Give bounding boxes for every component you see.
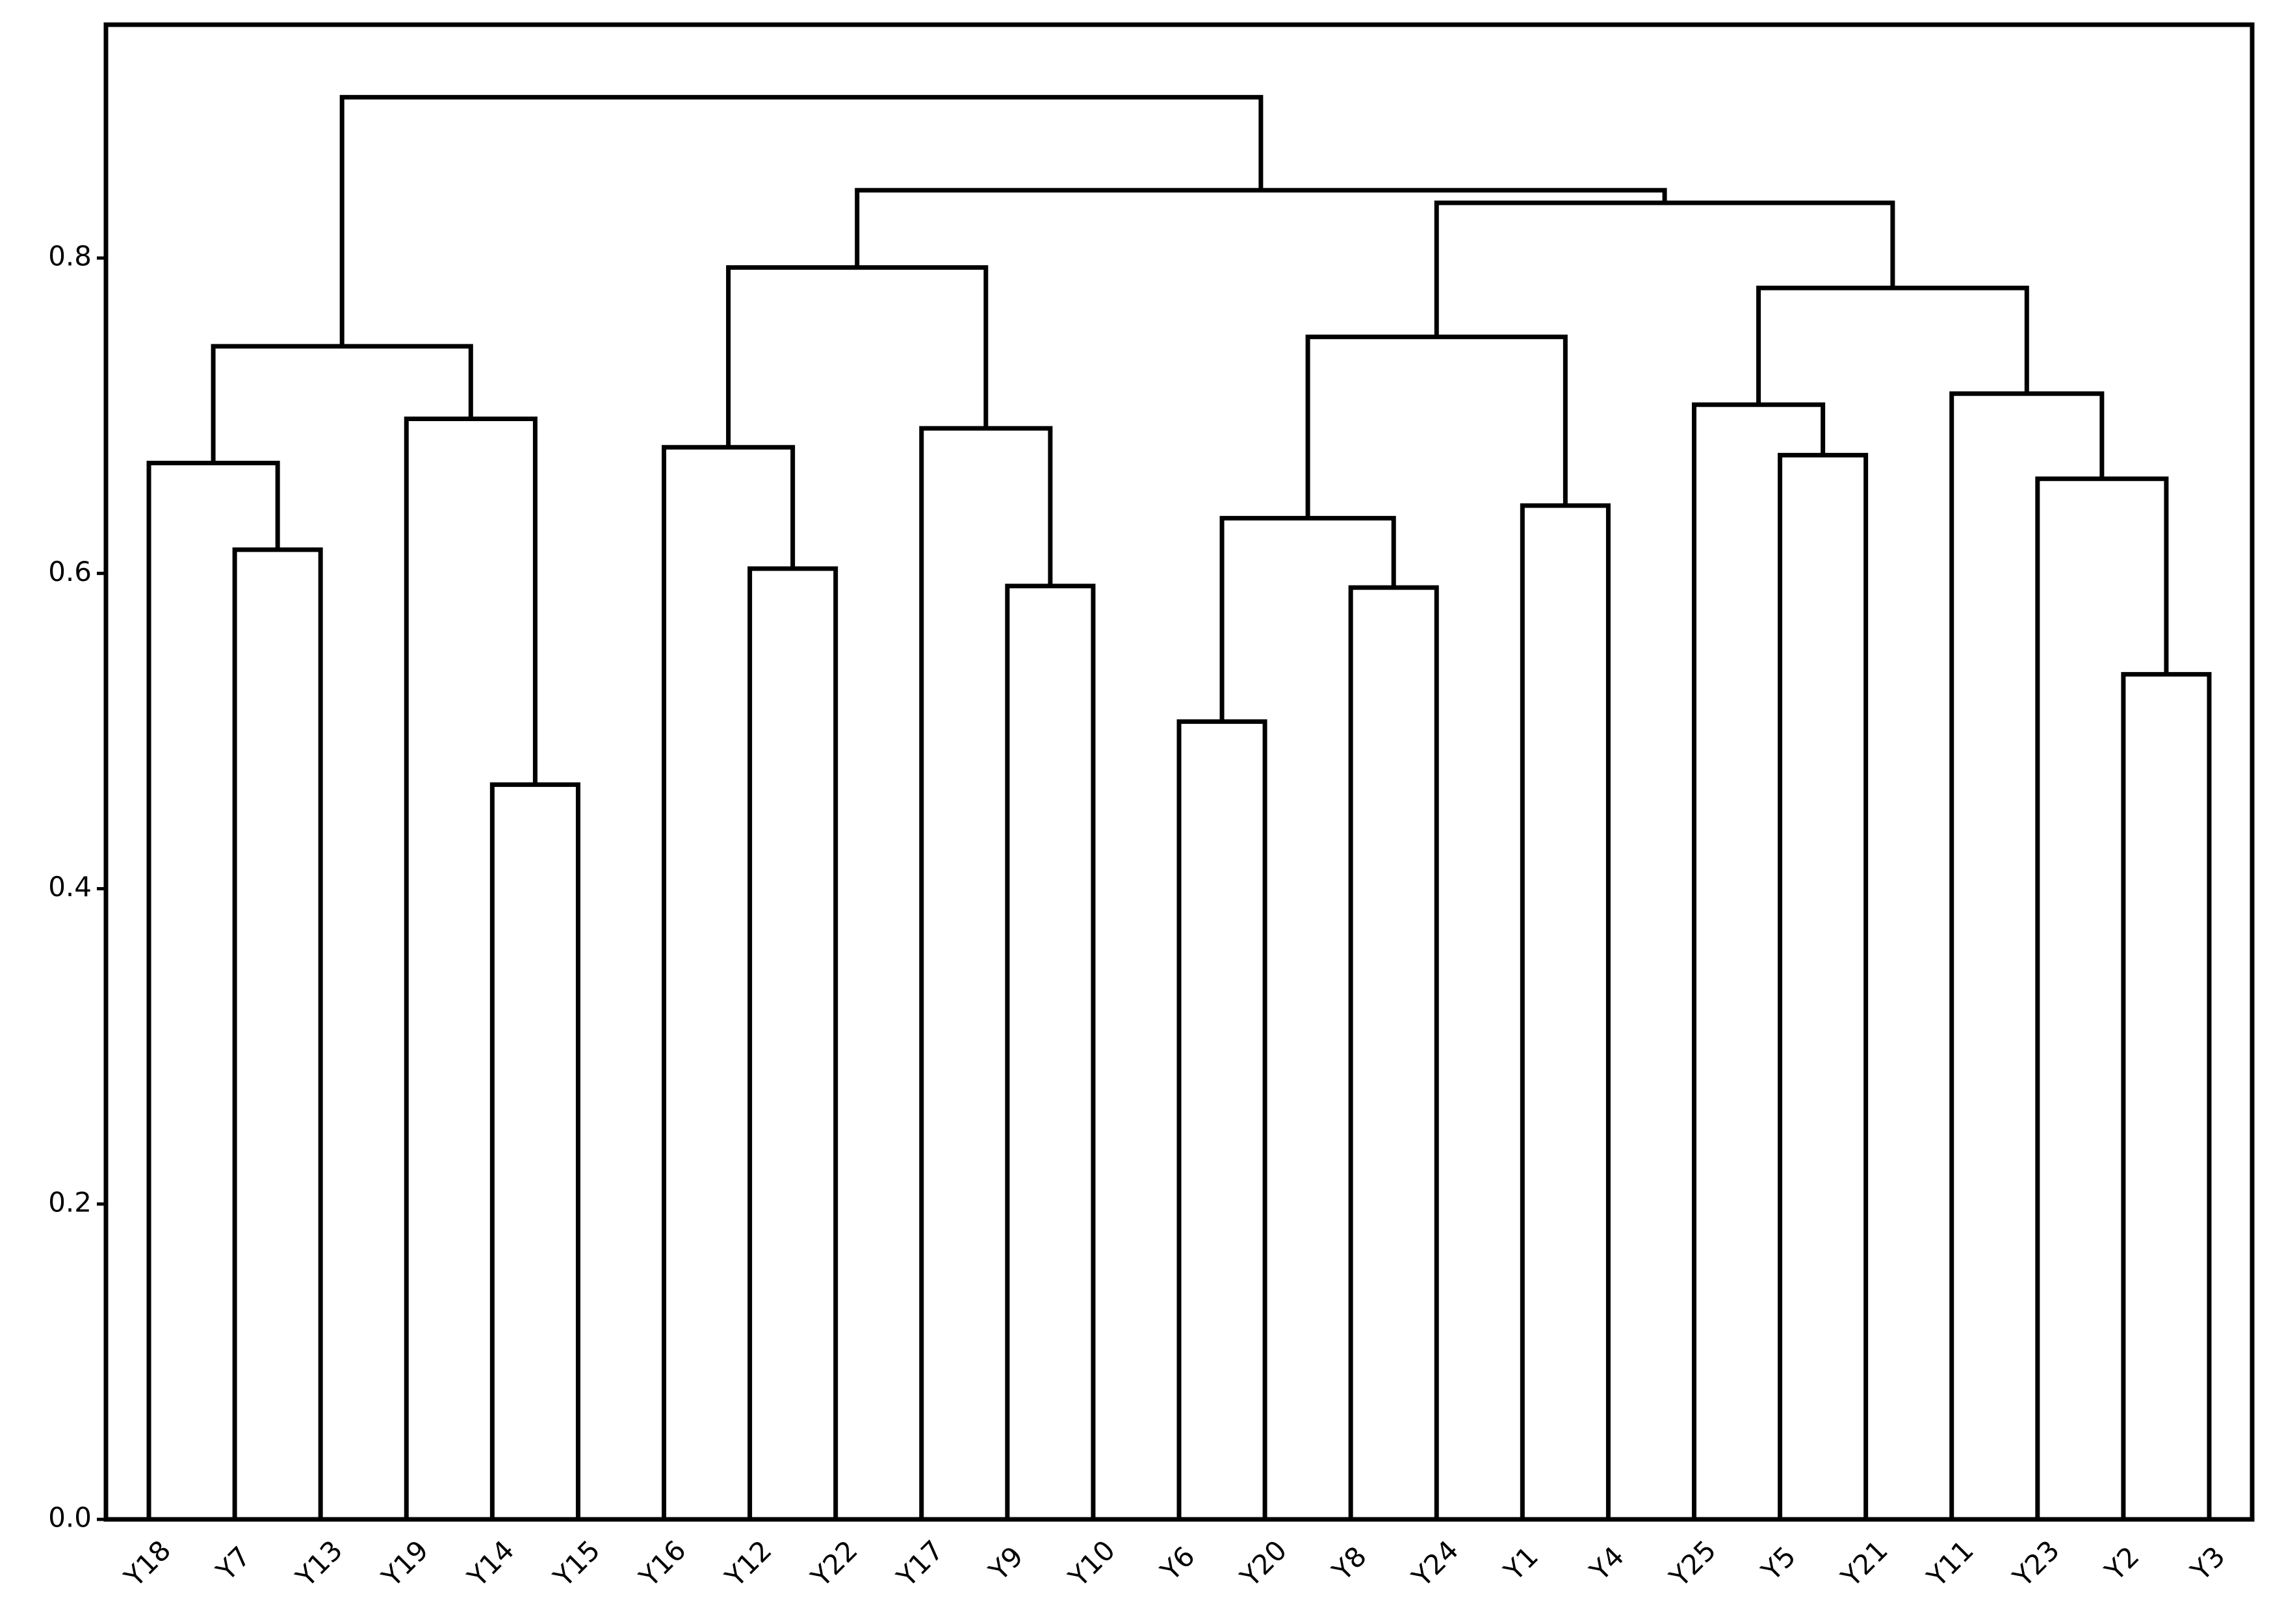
link — [1434, 200, 1895, 337]
leaf-label: Y12 — [718, 1534, 777, 1593]
link — [146, 460, 280, 1519]
leaf-label: Y17 — [890, 1534, 950, 1593]
link — [855, 188, 1667, 268]
leaf-label: Y7 — [209, 1540, 256, 1587]
leaf-label: Y19 — [375, 1534, 434, 1593]
link — [919, 426, 1053, 1519]
leaf-label: Y5 — [1755, 1540, 1802, 1587]
leaf-label: Y3 — [2184, 1540, 2231, 1587]
leaf-label: Y24 — [1405, 1534, 1464, 1593]
leaf-label: Y8 — [1325, 1540, 1372, 1587]
leaf-label: Y25 — [1663, 1534, 1722, 1593]
link — [747, 566, 838, 1519]
leaf-label: Y1 — [1498, 1540, 1544, 1587]
leaf-label: Y9 — [982, 1540, 1029, 1587]
y-tick-label: 0.6 — [48, 556, 92, 587]
link — [1005, 584, 1096, 1519]
leaf-label: Y16 — [632, 1534, 692, 1593]
leaf-label: Y4 — [1583, 1540, 1630, 1587]
link — [489, 782, 580, 1519]
link — [232, 547, 323, 1519]
y-tick-label: 0.4 — [48, 871, 92, 903]
leaf-label: Y6 — [1154, 1540, 1200, 1587]
leaf-label: Y14 — [461, 1534, 520, 1593]
link — [2035, 476, 2169, 1519]
link — [1305, 334, 1568, 519]
link — [662, 445, 796, 1519]
leaf-label: Y23 — [2006, 1534, 2066, 1593]
leaf-label: Y11 — [1921, 1534, 1980, 1593]
link — [1348, 585, 1439, 1519]
leaf-label: Y13 — [289, 1534, 348, 1593]
link — [726, 265, 989, 448]
y-tick-label: 0.2 — [48, 1186, 92, 1218]
y-tick-label: 0.8 — [48, 240, 92, 272]
link — [1520, 503, 1611, 1519]
link — [1756, 285, 2029, 405]
link — [1691, 402, 1826, 1519]
leaf-label: Y15 — [547, 1534, 606, 1593]
leaf-label: Y22 — [805, 1534, 864, 1593]
link — [1778, 452, 1869, 1519]
link — [339, 95, 1264, 346]
leaf-label: Y2 — [2098, 1540, 2145, 1587]
leaf-label: Y20 — [1234, 1534, 1293, 1593]
link — [1219, 515, 1396, 722]
leaf-label: Y18 — [118, 1534, 177, 1593]
link — [2121, 672, 2212, 1519]
link — [404, 417, 538, 1519]
leaf-label: Y21 — [1835, 1534, 1894, 1593]
link — [1176, 719, 1267, 1519]
leaf-label: Y10 — [1062, 1534, 1121, 1593]
link — [211, 344, 473, 463]
link — [1949, 391, 2105, 1519]
y-tick-label: 0.0 — [48, 1502, 92, 1534]
